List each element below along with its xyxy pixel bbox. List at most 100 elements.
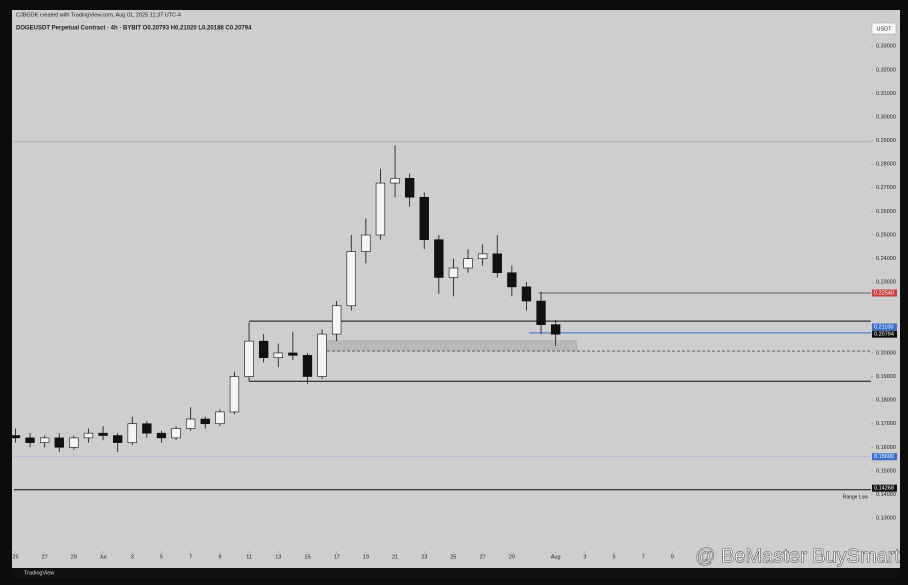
candle-body [302, 355, 313, 377]
y-tick-label: 0.28000 [876, 162, 896, 168]
candle-body [54, 437, 64, 448]
y-tick-label: 0.30000 [876, 114, 896, 120]
price-badge [872, 330, 897, 338]
candle-body [69, 437, 79, 448]
candle-body [258, 340, 269, 358]
x-tick-label: 27 [480, 554, 486, 560]
y-tick-label: 0.29000 [876, 138, 896, 144]
candle-body [375, 182, 386, 236]
x-tick-label: 9 [218, 554, 221, 560]
footer: TradingView [24, 570, 54, 576]
price-badge [872, 453, 897, 461]
x-tick-label: Jul [100, 554, 107, 560]
candle-body [448, 267, 459, 278]
x-tick-label: 21 [392, 554, 398, 560]
candle-body [434, 239, 444, 278]
candle-body [156, 432, 167, 439]
x-tick-label: 25 [12, 554, 18, 560]
y-tick-label: 0.23000 [876, 280, 896, 286]
candle-body [361, 234, 371, 252]
candle-body [273, 352, 283, 358]
x-tick-label: 9 [671, 554, 674, 560]
y-tick-label: 0.26000 [876, 209, 896, 215]
candle-body [288, 352, 298, 356]
candle-body [39, 437, 50, 443]
y-tick-label: 0.24000 [876, 256, 896, 262]
price-badge [872, 289, 897, 297]
x-tick-label: 13 [275, 554, 281, 560]
candle-body [492, 253, 502, 274]
x-tick-label: Aug [551, 554, 561, 560]
candle-body [346, 251, 356, 307]
candle-body [536, 300, 546, 325]
price-badge-label: 0.14268 [874, 486, 894, 492]
y-tick-label: 0.15000 [876, 468, 896, 474]
candle-body [244, 340, 254, 377]
header: CJBGDK created with TradingView.com, Aug… [16, 12, 181, 18]
x-tick-label: 19 [363, 554, 369, 560]
y-tick-label: 0.20000 [876, 350, 896, 356]
candle-body [200, 418, 210, 425]
x-tick-label: 3 [131, 554, 134, 560]
candle-body [83, 432, 94, 439]
candle-body [98, 432, 108, 436]
candle-body [521, 286, 532, 302]
candle-body [419, 196, 429, 241]
y-tick-label: 0.14000 [876, 492, 896, 498]
x-tick-label: 5 [613, 554, 616, 560]
chart-title: DOGEUSDT Perpetual Contract · 4h · BYBIT… [16, 26, 252, 32]
y-tick-label: 0.27000 [876, 185, 896, 191]
price-badge-label: 0.20794 [874, 332, 894, 338]
candle-body [142, 423, 152, 434]
candle-body [185, 418, 196, 429]
y-tick-label: 0.19000 [876, 374, 896, 380]
y-tick-label: 0.16000 [876, 445, 896, 451]
footer-bar [12, 568, 900, 578]
x-tick-label: 29 [509, 554, 515, 560]
candle-body [507, 272, 517, 288]
candle-body [317, 333, 327, 377]
candle-body [331, 305, 342, 335]
candle-body [171, 428, 181, 439]
candle-body [477, 253, 488, 259]
x-tick-label: 27 [42, 554, 48, 560]
y-tick-label: 0.13000 [876, 516, 896, 522]
candle-body [112, 435, 123, 443]
candle-body [127, 423, 137, 443]
candle-body [215, 411, 225, 425]
y-tick-label: 0.31000 [876, 91, 896, 97]
price-badge-label: 0.15600 [874, 454, 894, 460]
price-badge [872, 484, 897, 492]
x-tick-label: 23 [421, 554, 427, 560]
candle-body [25, 437, 35, 443]
candle-body [550, 324, 561, 335]
x-tick-label: 29 [71, 554, 77, 560]
price-badge-label: 0.22540 [874, 290, 894, 296]
annotation: Range Low [843, 495, 869, 501]
currency-box [871, 22, 897, 35]
candle-body [463, 258, 473, 269]
price-badge-label: 0.21100 [874, 324, 893, 330]
candle-body [404, 178, 415, 198]
candle-body [10, 435, 21, 439]
x-tick-label: 7 [642, 554, 645, 560]
x-tick-label: 15 [304, 554, 310, 560]
y-tick-label: 0.18000 [876, 398, 896, 404]
y-tick-label: 0.33000 [876, 44, 896, 50]
zone [322, 339, 578, 352]
y-tick-label: 0.17000 [876, 421, 896, 427]
x-tick-label: 17 [334, 554, 340, 560]
x-tick-label: 5 [160, 554, 163, 560]
x-tick-label: 3 [583, 554, 586, 560]
y-tick-label: 0.25000 [876, 232, 896, 238]
x-tick-label: 25 [450, 554, 456, 560]
currency: USDT [877, 26, 893, 32]
chart-background [12, 10, 900, 568]
watermark: @ BeMaster BuySmart [695, 545, 900, 567]
price-badge [872, 323, 897, 331]
y-tick-label: 0.32000 [876, 67, 896, 73]
candle-body [229, 376, 240, 413]
x-tick-label: 7 [189, 554, 192, 560]
x-tick-label: 11 [246, 554, 252, 560]
